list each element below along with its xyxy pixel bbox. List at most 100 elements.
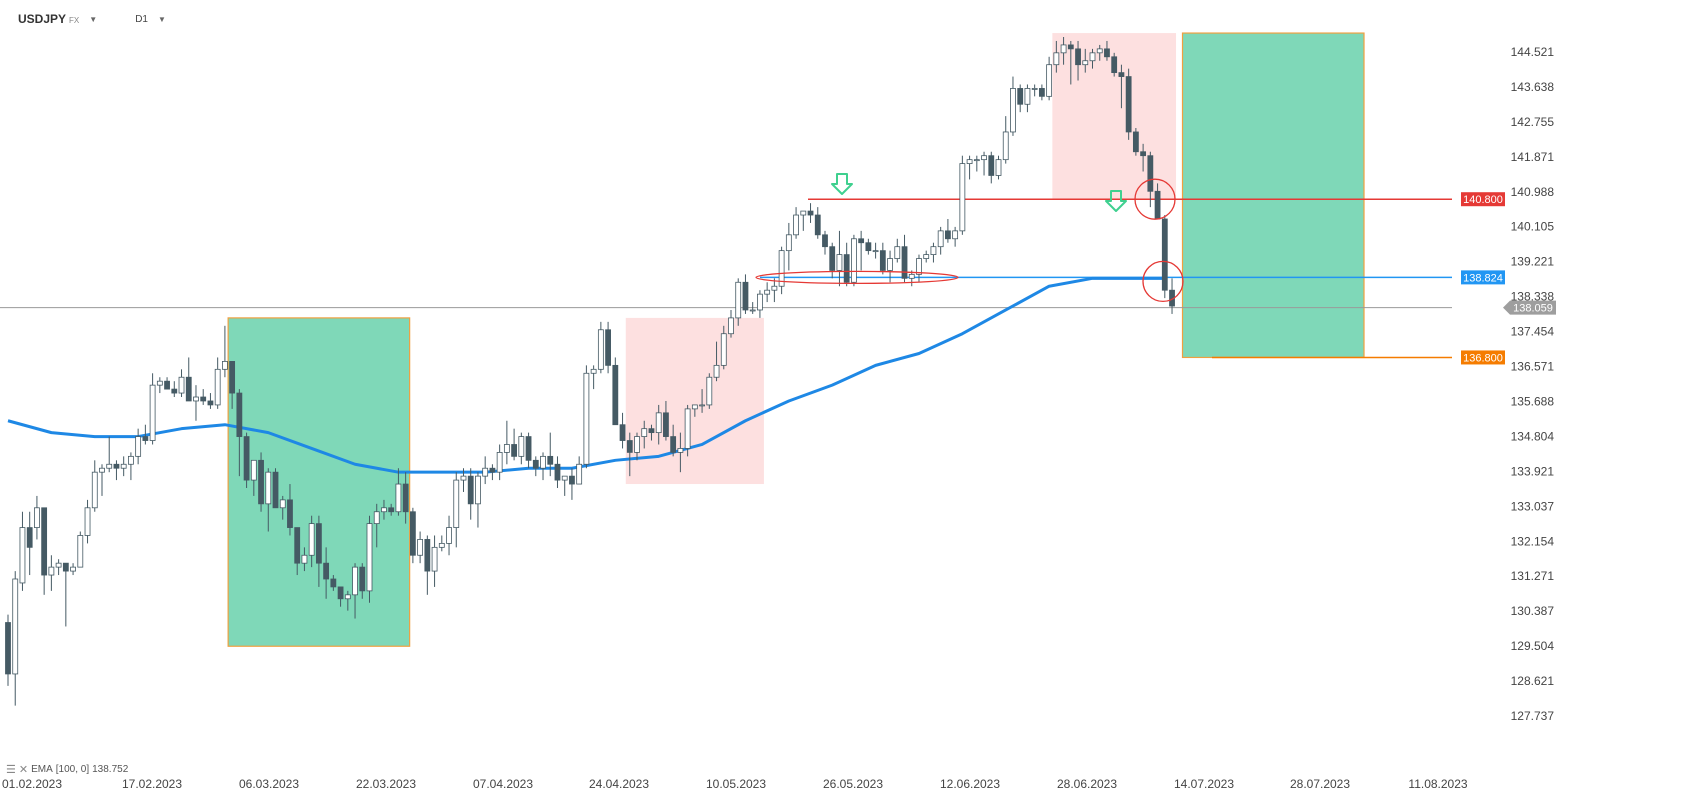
candle	[1038, 84, 1045, 101]
candle-down-body	[258, 459, 264, 505]
candle	[330, 575, 337, 591]
candle	[1169, 278, 1175, 314]
candle	[785, 222, 792, 271]
candle	[1024, 84, 1031, 113]
y-tick-label: 144.521	[1511, 45, 1555, 59]
candle	[272, 468, 279, 509]
y-tick-label: 129.504	[1511, 639, 1555, 653]
x-axis: 01.02.2023 17.02.2023 06.03.2023 22.03.2023…	[2, 777, 1468, 791]
candle	[1161, 215, 1168, 299]
candle-up-body	[923, 254, 930, 259]
x-tick-label: 14.07.2023	[1174, 777, 1234, 791]
current-price-badge: 138.059	[1503, 300, 1556, 315]
candle-up-body	[120, 463, 127, 469]
candle-down-body	[858, 238, 865, 244]
candle	[626, 432, 633, 477]
candle-up-body	[214, 368, 221, 406]
candle-up-body	[77, 535, 84, 568]
candle-down-body	[619, 424, 626, 441]
candle	[684, 404, 691, 457]
candle-down-body	[164, 380, 170, 390]
candle	[742, 274, 749, 314]
interval-selector[interactable]: D1	[135, 13, 148, 25]
candle-up-body	[84, 507, 91, 536]
candle-down-body	[171, 388, 178, 394]
candle	[19, 511, 26, 591]
candle-up-body	[352, 566, 358, 596]
candle	[55, 559, 62, 576]
candle	[1096, 44, 1103, 61]
candle-down-body	[742, 281, 749, 311]
candle	[872, 242, 879, 259]
green-zone	[227, 317, 411, 647]
candle	[287, 484, 293, 536]
candle-up-body	[735, 281, 742, 319]
resistance-price-badge-bg	[1461, 192, 1505, 207]
candle-up-body	[966, 159, 973, 165]
candle	[446, 515, 452, 556]
candle-up-body	[916, 258, 922, 275]
candle	[1082, 48, 1089, 73]
candle	[5, 614, 11, 686]
candle-down-body	[388, 507, 395, 513]
candle-down-body	[1140, 151, 1147, 157]
candle-down-body	[287, 499, 293, 528]
candle-down-body	[988, 155, 995, 176]
candle-up-body	[475, 475, 481, 505]
candle-up-body	[91, 471, 98, 509]
candle-up-body	[482, 467, 489, 477]
candle-up-body	[301, 554, 308, 564]
candle	[128, 452, 134, 481]
candle	[113, 460, 120, 481]
candle-up-body	[156, 380, 163, 386]
chevron-down-icon[interactable]: ▼	[157, 14, 166, 24]
current-price-badge-text: 138.059	[1513, 303, 1553, 315]
candle-up-body	[395, 483, 402, 513]
support-price-badge: 138.824	[1461, 270, 1505, 285]
candle-up-body	[417, 539, 424, 556]
candle	[749, 302, 756, 314]
candle-up-body	[706, 376, 713, 406]
candle	[460, 468, 467, 492]
candle	[41, 507, 48, 595]
candle	[923, 250, 930, 263]
candle-up-body	[952, 230, 959, 240]
candle	[200, 389, 207, 405]
candle-up-body	[518, 436, 525, 457]
candle-down-body	[402, 483, 409, 513]
annotations-layer	[755, 173, 1184, 303]
candle-up-body	[851, 238, 857, 283]
candle-up-body	[1060, 44, 1067, 54]
candle-down-body	[424, 539, 431, 572]
settings-icon[interactable]: ☰	[6, 764, 16, 776]
candle-down-body	[829, 246, 836, 271]
symbol-name[interactable]: USDJPY	[18, 12, 67, 26]
candle-down-body	[489, 467, 496, 473]
candle-up-body	[48, 566, 55, 576]
close-icon[interactable]: ✕	[18, 764, 29, 776]
candle	[402, 472, 409, 524]
candle-up-body	[70, 566, 76, 572]
candle-up-body	[1010, 88, 1016, 133]
candle	[1111, 52, 1118, 77]
candle	[381, 499, 387, 520]
candle	[966, 155, 973, 180]
candle-up-body	[641, 428, 648, 437]
candle	[301, 547, 308, 572]
candle-down-body	[315, 523, 322, 564]
candle	[388, 503, 395, 516]
candle-down-body	[1154, 190, 1161, 220]
candle	[475, 472, 481, 528]
candle-up-body	[446, 527, 452, 544]
candle	[1125, 68, 1132, 140]
candle-down-body	[200, 396, 207, 402]
candle-down-body	[554, 463, 561, 481]
chevron-down-icon[interactable]: ▼	[89, 14, 98, 24]
x-tick-label: 17.02.2023	[122, 777, 182, 791]
candle-up-body	[496, 452, 503, 473]
candle-up-body	[749, 309, 756, 312]
candle	[973, 155, 980, 172]
chart-toolbar: USDJPY FX ▼ D1 ▼	[18, 8, 166, 30]
